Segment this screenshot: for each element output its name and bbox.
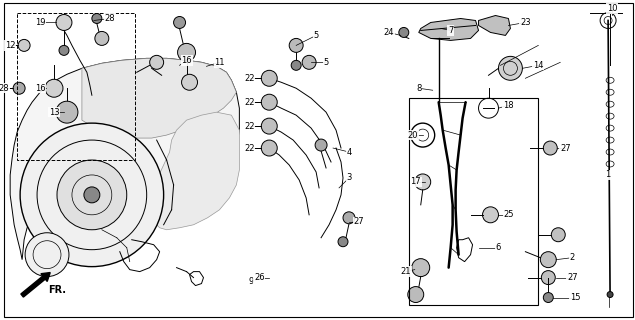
Circle shape bbox=[544, 292, 553, 302]
Text: 6: 6 bbox=[496, 243, 501, 252]
Circle shape bbox=[540, 252, 556, 268]
Circle shape bbox=[20, 123, 164, 267]
Text: 4: 4 bbox=[346, 148, 352, 156]
Circle shape bbox=[302, 55, 316, 69]
Circle shape bbox=[45, 79, 63, 97]
Polygon shape bbox=[10, 58, 239, 260]
Text: 15: 15 bbox=[570, 293, 580, 302]
Text: 21: 21 bbox=[401, 267, 411, 276]
Circle shape bbox=[408, 287, 424, 302]
Text: 13: 13 bbox=[49, 108, 59, 117]
Text: 10: 10 bbox=[607, 4, 617, 13]
Text: 19: 19 bbox=[35, 18, 45, 27]
Text: 27: 27 bbox=[354, 217, 364, 226]
Circle shape bbox=[56, 14, 72, 30]
Circle shape bbox=[173, 17, 185, 28]
Circle shape bbox=[261, 118, 277, 134]
Circle shape bbox=[261, 140, 277, 156]
Circle shape bbox=[541, 271, 555, 284]
Circle shape bbox=[261, 70, 277, 86]
Text: 27: 27 bbox=[560, 144, 571, 153]
Text: 17: 17 bbox=[410, 177, 421, 187]
Text: 16: 16 bbox=[181, 56, 192, 65]
Text: 23: 23 bbox=[520, 18, 531, 27]
Text: 2: 2 bbox=[570, 253, 575, 262]
Polygon shape bbox=[152, 112, 239, 230]
Text: 22: 22 bbox=[244, 98, 255, 107]
Circle shape bbox=[289, 38, 303, 52]
Text: 22: 22 bbox=[244, 144, 255, 153]
Text: 26: 26 bbox=[254, 273, 265, 282]
Text: 5: 5 bbox=[314, 31, 319, 40]
Text: 1: 1 bbox=[605, 171, 611, 180]
Circle shape bbox=[607, 292, 613, 298]
Circle shape bbox=[343, 212, 355, 224]
Polygon shape bbox=[418, 19, 479, 40]
Text: 14: 14 bbox=[533, 61, 544, 70]
Circle shape bbox=[92, 13, 102, 23]
Text: 12: 12 bbox=[5, 41, 15, 50]
Circle shape bbox=[25, 233, 69, 276]
Circle shape bbox=[498, 56, 523, 80]
Circle shape bbox=[178, 44, 196, 61]
Circle shape bbox=[483, 207, 498, 223]
Text: 5: 5 bbox=[323, 58, 329, 67]
Text: 25: 25 bbox=[503, 210, 514, 219]
Circle shape bbox=[182, 74, 197, 90]
Circle shape bbox=[95, 31, 109, 45]
Circle shape bbox=[261, 94, 277, 110]
Circle shape bbox=[291, 60, 301, 70]
Text: 18: 18 bbox=[503, 101, 514, 110]
Text: 9: 9 bbox=[249, 277, 254, 286]
Text: 7: 7 bbox=[448, 26, 453, 35]
Text: 28: 28 bbox=[0, 84, 10, 93]
Circle shape bbox=[18, 39, 30, 52]
Text: 22: 22 bbox=[244, 74, 255, 83]
Text: 3: 3 bbox=[346, 173, 352, 182]
FancyArrow shape bbox=[21, 273, 50, 297]
Circle shape bbox=[544, 141, 558, 155]
Text: 28: 28 bbox=[105, 14, 115, 23]
Text: FR.: FR. bbox=[48, 284, 66, 294]
Text: 22: 22 bbox=[244, 122, 255, 131]
Circle shape bbox=[415, 174, 431, 190]
Circle shape bbox=[59, 45, 69, 55]
Text: 20: 20 bbox=[408, 131, 418, 140]
Text: 27: 27 bbox=[567, 273, 577, 282]
Circle shape bbox=[411, 259, 430, 276]
Circle shape bbox=[84, 187, 100, 203]
Circle shape bbox=[56, 101, 78, 123]
Circle shape bbox=[150, 55, 164, 69]
Circle shape bbox=[57, 160, 127, 230]
Bar bbox=[17, 12, 135, 160]
Circle shape bbox=[13, 82, 25, 94]
Polygon shape bbox=[479, 15, 511, 36]
Circle shape bbox=[399, 28, 409, 37]
Circle shape bbox=[551, 228, 565, 242]
Polygon shape bbox=[82, 58, 236, 138]
Circle shape bbox=[338, 237, 348, 247]
Circle shape bbox=[315, 139, 327, 151]
Bar bbox=[409, 98, 538, 306]
Text: 11: 11 bbox=[214, 58, 225, 67]
Text: 24: 24 bbox=[384, 28, 394, 37]
Text: 8: 8 bbox=[416, 84, 422, 93]
Text: 16: 16 bbox=[35, 84, 45, 93]
